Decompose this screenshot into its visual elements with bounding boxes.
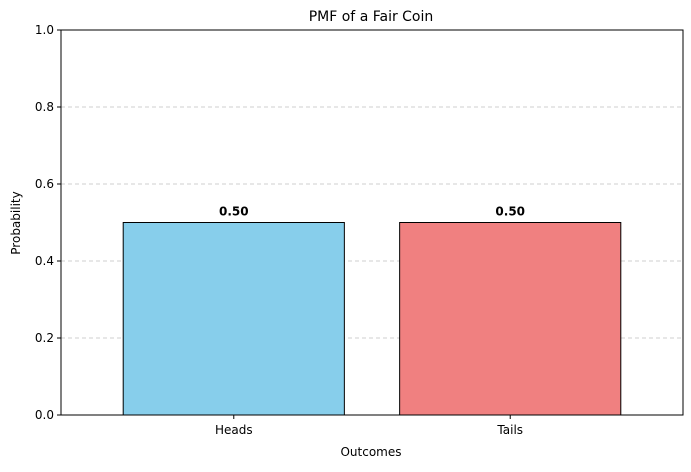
- bars: [122, 222, 622, 416]
- y-tick-label: 0.0: [35, 408, 54, 422]
- y-tick-label: 0.6: [35, 177, 54, 191]
- x-axis-label: Outcomes: [340, 445, 401, 459]
- y-tick-label: 0.8: [35, 100, 54, 114]
- bar-heads: [122, 222, 345, 416]
- x-tick-label: Tails: [496, 423, 523, 437]
- chart-title: PMF of a Fair Coin: [309, 9, 434, 25]
- plot-frame: [60, 29, 684, 416]
- x-tick-label: Heads: [215, 423, 253, 437]
- data-labels: 0.50 0.50: [219, 205, 525, 219]
- y-tick-label: 1.0: [35, 23, 54, 37]
- data-label: 0.50: [219, 205, 249, 219]
- y-tick-label: 0.2: [35, 331, 54, 345]
- data-label: 0.50: [495, 205, 525, 219]
- bar-tails: [399, 222, 622, 416]
- axes: 0.0 0.2 0.4 0.6 0.8 1.0 Heads Tails: [35, 23, 684, 437]
- y-tick-label: 0.4: [35, 254, 54, 268]
- y-axis-label: Probability: [9, 191, 23, 254]
